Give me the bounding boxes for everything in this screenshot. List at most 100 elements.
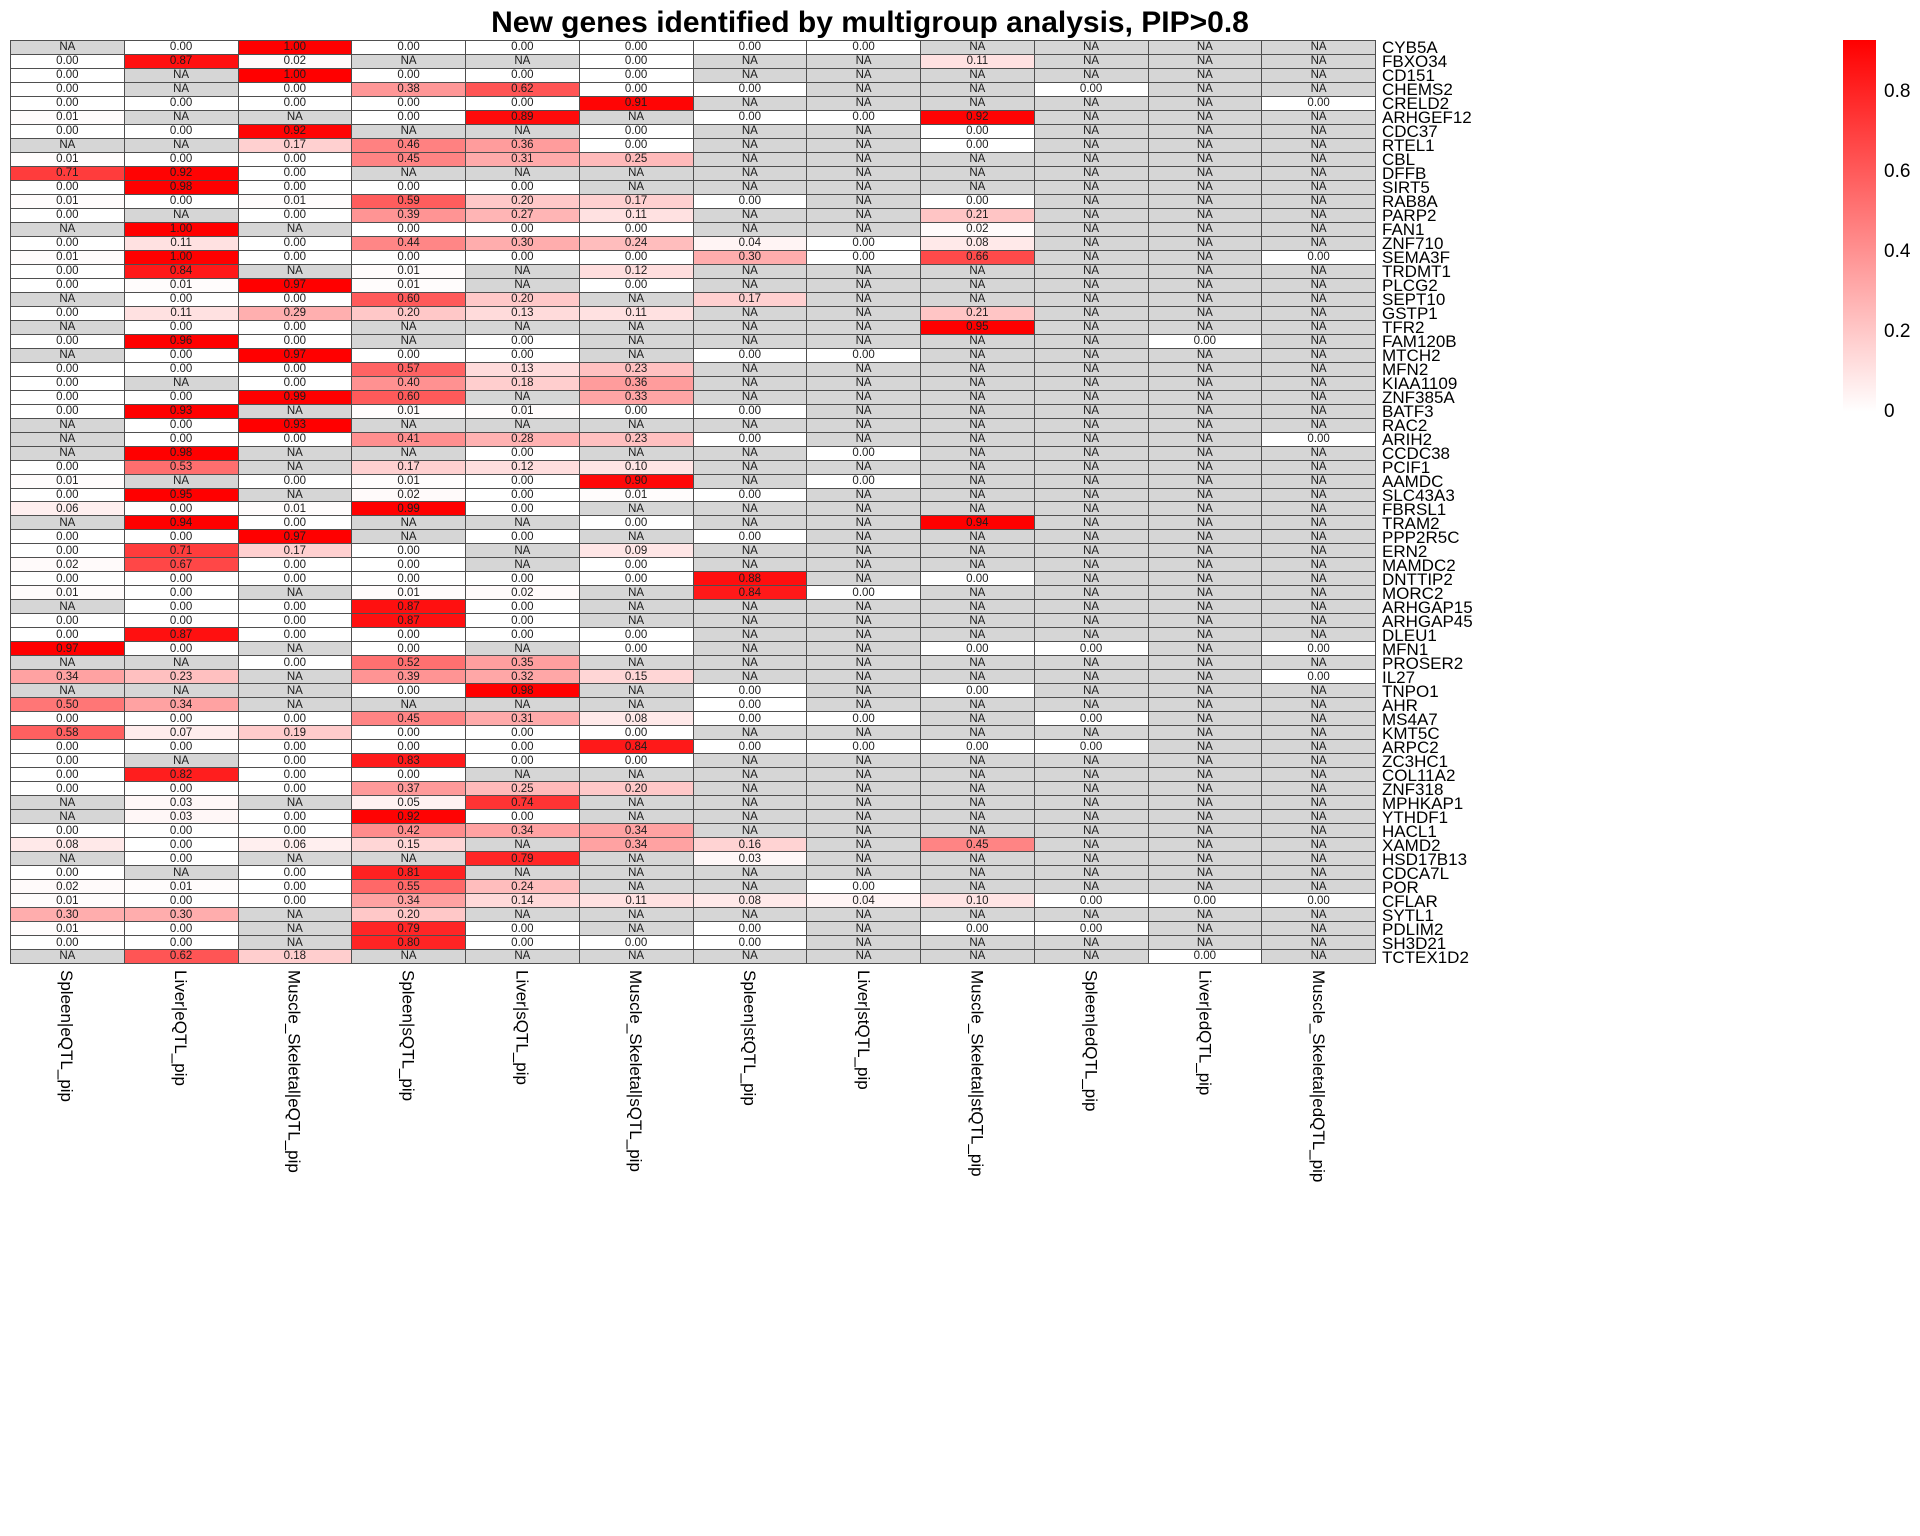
heatmap-cell: 0.98: [124, 180, 239, 195]
heatmap-cell: NA: [579, 418, 694, 433]
heatmap-cell: 0.00: [238, 782, 353, 797]
heatmap-cell: 0.91: [579, 96, 694, 111]
heatmap-cell: NA: [1262, 586, 1376, 601]
heatmap-cell: NA: [124, 754, 239, 769]
heatmap-cell: NA: [1034, 194, 1149, 209]
heatmap-cell: NA: [807, 698, 921, 713]
heatmap-cell: 0.01: [11, 894, 125, 909]
heatmap-cell: NA: [1262, 390, 1376, 405]
heatmap-cell: 0.03: [124, 810, 239, 825]
heatmap-cell: NA: [1148, 880, 1263, 895]
heatmap-cell: NA: [807, 54, 921, 69]
row-label-gene: FBRSL1: [1382, 499, 1447, 519]
row-label-gene: CHEMS2: [1382, 79, 1453, 99]
column-label: Spleen|stQTL_pip: [739, 970, 759, 1106]
heatmap-cell: NA: [921, 586, 1035, 601]
heatmap-cell: NA: [1034, 54, 1149, 69]
heatmap-cell: 0.00: [238, 740, 353, 755]
heatmap-cell: 0.00: [352, 684, 466, 699]
heatmap-cell: NA: [693, 516, 808, 531]
heatmap-cell: 0.00: [693, 432, 808, 447]
heatmap-cell: NA: [466, 166, 580, 181]
heatmap-cell: NA: [693, 796, 808, 811]
heatmap-cell: NA: [11, 446, 125, 461]
heatmap-cell: 0.00: [11, 754, 125, 769]
row-label-gene: CBL: [1382, 149, 1416, 169]
heatmap-cell: NA: [807, 544, 921, 559]
heatmap-cell: NA: [807, 838, 921, 853]
heatmap-cell: NA: [1034, 488, 1149, 503]
heatmap-cell: 0.00: [238, 166, 353, 181]
heatmap-cell: NA: [921, 348, 1035, 363]
heatmap-cell: NA: [1148, 82, 1263, 97]
heatmap-cell: NA: [807, 292, 921, 307]
column-label: Muscle_Skeletal|sQTL_pip: [626, 970, 646, 1172]
heatmap-cell: NA: [693, 768, 808, 783]
heatmap-cell: 0.00: [1034, 740, 1149, 755]
heatmap-cell: 0.00: [238, 754, 353, 769]
heatmap-cell: NA: [1148, 474, 1263, 489]
heatmap-cell: NA: [1148, 460, 1263, 475]
heatmap-cell: NA: [1148, 292, 1263, 307]
heatmap-cell: 0.66: [921, 250, 1035, 265]
heatmap-cell: 0.90: [579, 474, 694, 489]
heatmap-cell: 0.62: [124, 950, 239, 964]
heatmap-cell: NA: [921, 754, 1035, 769]
heatmap-cell: NA: [1262, 348, 1376, 363]
heatmap-cell: NA: [1262, 628, 1376, 643]
heatmap-cell: NA: [693, 362, 808, 377]
heatmap-cell: NA: [579, 922, 694, 937]
heatmap-cell: NA: [1148, 502, 1263, 517]
heatmap-cell: NA: [238, 460, 353, 475]
heatmap-cell: 0.00: [238, 362, 353, 377]
heatmap-cell: NA: [238, 908, 353, 923]
row-label-gene: MTCH2: [1382, 345, 1441, 365]
heatmap-cell: 0.00: [11, 460, 125, 475]
heatmap-cell: 0.80: [352, 936, 466, 950]
heatmap-cell: NA: [1262, 334, 1376, 349]
heatmap-cell: 0.00: [466, 334, 580, 349]
heatmap-cell: NA: [921, 418, 1035, 433]
heatmap-cell: NA: [921, 264, 1035, 279]
heatmap-cell: 0.58: [11, 726, 125, 741]
heatmap-cell: NA: [1262, 320, 1376, 335]
heatmap-cell: 0.67: [124, 558, 239, 573]
heatmap-cell: 0.41: [352, 432, 466, 447]
heatmap-cell: NA: [921, 432, 1035, 447]
heatmap-cell: 0.11: [124, 236, 239, 251]
heatmap-cell: NA: [1262, 684, 1376, 699]
heatmap-cell: NA: [11, 810, 125, 825]
heatmap-cell: 0.00: [11, 488, 125, 503]
heatmap-cell: NA: [1034, 782, 1149, 797]
heatmap-cell: NA: [1034, 810, 1149, 825]
legend-tick-label: 0.8: [1884, 81, 1911, 102]
heatmap-cell: NA: [921, 628, 1035, 643]
heatmap-cell: NA: [1262, 404, 1376, 419]
heatmap-cell: 0.36: [579, 376, 694, 391]
heatmap-cell: NA: [921, 866, 1035, 881]
heatmap-cell: 0.30: [466, 236, 580, 251]
heatmap-cell: 0.17: [238, 138, 353, 153]
heatmap-cell: NA: [1148, 558, 1263, 573]
heatmap-cell: NA: [579, 334, 694, 349]
heatmap-cell: 0.98: [466, 684, 580, 699]
heatmap-cell: 0.45: [352, 152, 466, 167]
heatmap-cell: 0.00: [1034, 712, 1149, 727]
row-label-gene: MAMDC2: [1382, 555, 1456, 575]
heatmap-cell: NA: [1034, 866, 1149, 881]
heatmap-cell: NA: [1262, 264, 1376, 279]
heatmap-cell: NA: [807, 334, 921, 349]
heatmap-cell: NA: [11, 796, 125, 811]
heatmap-cell: 0.00: [1148, 894, 1263, 909]
heatmap-cell: NA: [1148, 96, 1263, 111]
heatmap-cell: NA: [693, 306, 808, 321]
heatmap-cell: 0.00: [11, 376, 125, 391]
row-label-gene: PPP2R5C: [1382, 527, 1460, 547]
heatmap-cell: NA: [466, 698, 580, 713]
heatmap-cell: NA: [1034, 908, 1149, 923]
heatmap-cell: NA: [1034, 334, 1149, 349]
heatmap-cell: NA: [807, 306, 921, 321]
heatmap-cell: NA: [1262, 516, 1376, 531]
heatmap-cell: NA: [466, 278, 580, 293]
